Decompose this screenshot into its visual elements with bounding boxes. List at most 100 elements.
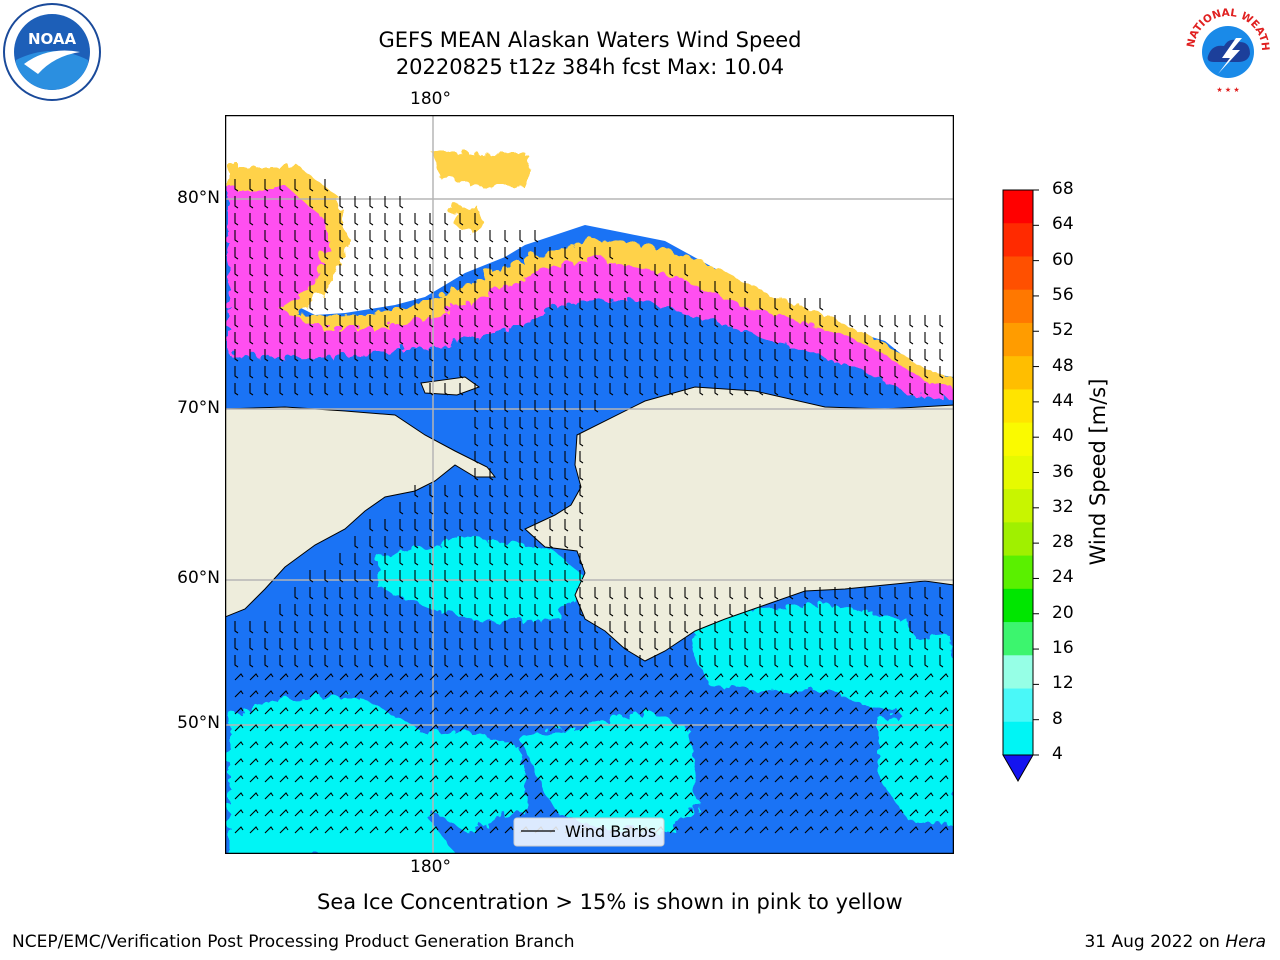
wind-barb xyxy=(894,638,899,651)
wind-barb xyxy=(909,758,919,766)
wind-barb xyxy=(264,707,274,715)
wind-barb xyxy=(654,707,664,715)
wind-barb xyxy=(249,724,259,732)
wind-barb xyxy=(564,315,569,328)
wind-barb xyxy=(834,638,839,651)
wind-barb xyxy=(519,690,529,698)
wind-barb xyxy=(519,792,529,800)
wind-barb xyxy=(549,315,554,328)
wind-barb xyxy=(474,230,479,243)
wind-barb xyxy=(279,281,284,294)
colorbar-segment xyxy=(1003,555,1033,590)
wind-barb xyxy=(894,758,904,766)
wind-barb xyxy=(714,638,719,651)
wind-barb xyxy=(279,213,284,226)
wind-barb xyxy=(444,247,449,260)
wind-barb xyxy=(594,281,599,294)
wind-barb xyxy=(339,775,349,783)
wind-barb xyxy=(294,604,299,617)
wind-barb xyxy=(399,349,404,362)
wind-barb xyxy=(459,332,464,345)
noaa-logo-text: NOAA xyxy=(28,30,77,48)
colorbar-segment xyxy=(1003,223,1033,257)
wind-barb xyxy=(264,690,274,698)
wind-barb xyxy=(384,587,389,600)
wind-barb xyxy=(819,621,824,634)
colorbar-extend-under xyxy=(1002,754,1034,783)
wind-barb xyxy=(909,707,919,715)
wind-barb xyxy=(309,792,319,800)
wind-barb xyxy=(579,673,589,681)
wind-barb xyxy=(624,707,634,715)
wind-barb xyxy=(459,809,469,817)
wind-barb xyxy=(564,366,569,379)
wind-barb xyxy=(324,196,329,209)
wind-barb xyxy=(864,621,869,634)
wind-barb xyxy=(699,332,704,345)
wind-barb xyxy=(864,349,869,362)
wind-barb xyxy=(459,264,464,277)
wind-barb xyxy=(474,400,479,413)
wind-barb xyxy=(534,281,539,294)
wind-barb xyxy=(459,741,469,749)
wind-barb xyxy=(684,621,689,634)
wind-barb xyxy=(489,468,494,481)
wind-barb xyxy=(339,281,344,294)
wind-barb xyxy=(519,758,529,766)
wind-barb xyxy=(624,621,629,634)
wind-barb xyxy=(489,587,494,600)
wind-barb xyxy=(459,230,464,243)
wind-barb xyxy=(564,485,569,498)
wind-barb xyxy=(474,264,479,277)
wind-barb xyxy=(879,707,889,715)
wind-barb xyxy=(429,690,439,698)
wind-barb xyxy=(684,604,689,617)
wind-barb xyxy=(234,230,239,243)
title-line-2: 20220825 t12z 384h fcst Max: 10.04 xyxy=(395,55,785,79)
wind-barb xyxy=(309,604,314,617)
wind-barb xyxy=(519,332,524,345)
wind-barb xyxy=(489,264,494,277)
wind-barb xyxy=(849,621,854,634)
wind-barb xyxy=(879,366,884,379)
wind-barb xyxy=(339,247,344,260)
wind-barb xyxy=(909,638,914,651)
wind-barb xyxy=(939,655,944,668)
wind-barb xyxy=(444,502,449,515)
wind-barb xyxy=(744,758,754,766)
sea-ice-note: Sea Ice Concentration > 15% is shown in … xyxy=(317,890,903,914)
wind-barb xyxy=(909,383,914,396)
wind-barb xyxy=(759,298,764,311)
wind-barb xyxy=(759,366,764,379)
wind-barb xyxy=(594,383,599,396)
wind-barb xyxy=(579,724,589,732)
wind-barb xyxy=(759,707,769,715)
wind-barb xyxy=(789,587,794,600)
wind-barb xyxy=(669,792,679,800)
wind-barb xyxy=(504,553,509,566)
wind-barb xyxy=(264,826,274,834)
wind-barb xyxy=(864,826,874,834)
wind-barb xyxy=(354,315,359,328)
wind-barb xyxy=(714,655,719,668)
wind-barb xyxy=(324,587,329,600)
wind-barb xyxy=(264,213,269,226)
wind-barb xyxy=(684,366,689,379)
wind-barb xyxy=(684,724,694,732)
wind-barb xyxy=(624,366,629,379)
wind-barb xyxy=(894,673,904,681)
wind-barb xyxy=(384,298,389,311)
wind-barb xyxy=(339,673,349,681)
wind-barb xyxy=(579,451,584,464)
wind-barb xyxy=(339,383,344,396)
footer-machine: Hera xyxy=(1225,932,1266,952)
wind-barb xyxy=(549,655,554,668)
wind-barb xyxy=(819,741,829,749)
wind-barb xyxy=(864,809,874,817)
wind-barb xyxy=(474,809,484,817)
wind-barb xyxy=(234,315,239,328)
wind-barb xyxy=(474,315,479,328)
wind-barb xyxy=(819,298,824,311)
wind-barb xyxy=(279,247,284,260)
wind-barb xyxy=(609,792,619,800)
